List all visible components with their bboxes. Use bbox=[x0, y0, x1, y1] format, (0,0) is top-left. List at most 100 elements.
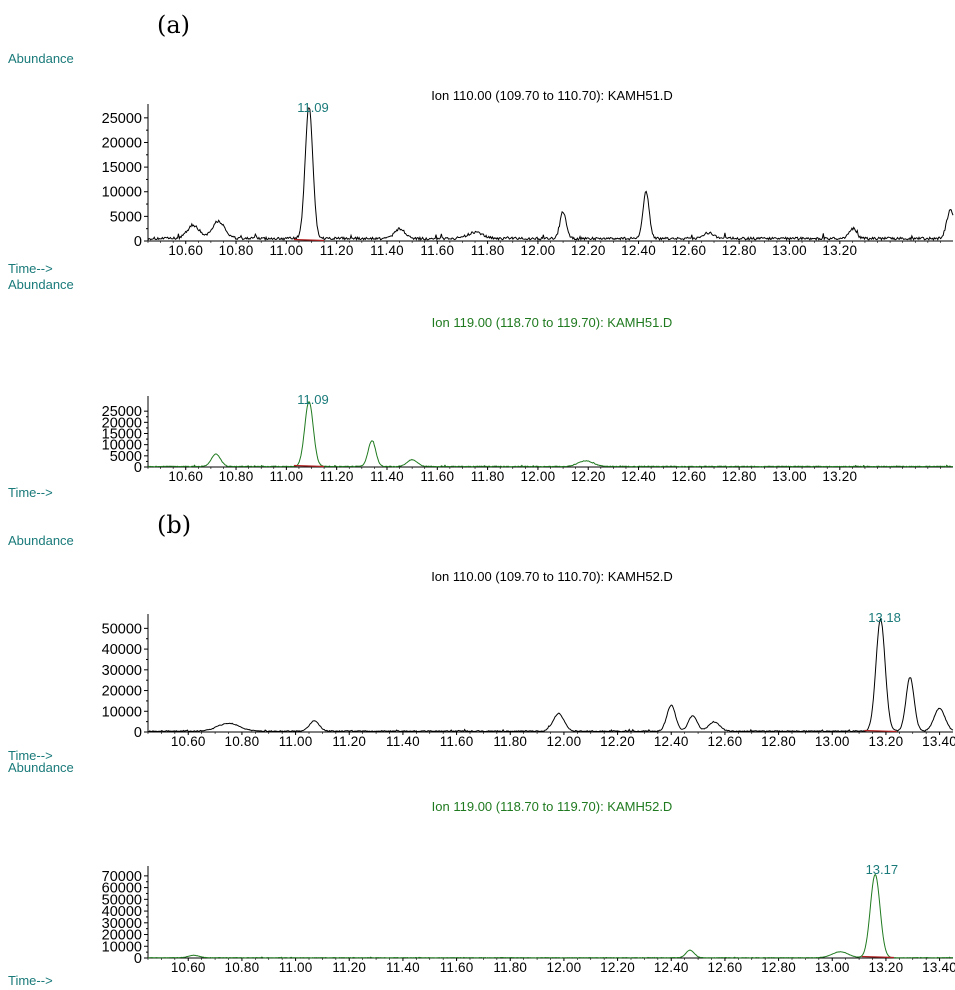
x-tick-label: 11.60 bbox=[420, 243, 454, 258]
x-tick-label: 12.80 bbox=[722, 469, 757, 484]
chart-title: Ion 119.00 (118.70 to 119.70): KAMH51.D bbox=[432, 315, 673, 330]
x-tick-label: 12.60 bbox=[708, 734, 743, 749]
x-tick-label: 12.20 bbox=[600, 734, 635, 749]
x-tick-label: 13.40 bbox=[922, 734, 955, 749]
x-tick-label: 12.00 bbox=[521, 243, 556, 258]
y-tick-label: 25000 bbox=[102, 404, 142, 420]
x-tick-label: 11.80 bbox=[493, 960, 527, 975]
x-tick-label: 10.60 bbox=[168, 243, 203, 258]
y-tick-label: 5000 bbox=[110, 449, 142, 465]
panel-label-a: (a) bbox=[157, 11, 190, 39]
y-tick-label: 25000 bbox=[102, 111, 142, 127]
x-tick-label: 12.60 bbox=[708, 960, 743, 975]
x-tick-label: 13.00 bbox=[815, 734, 850, 749]
series-trace bbox=[148, 617, 954, 733]
integration-baseline bbox=[293, 464, 325, 468]
x-tick-label: 11.80 bbox=[493, 734, 527, 749]
x-tick-label: 12.00 bbox=[547, 960, 582, 975]
peak-label: 13.17 bbox=[866, 862, 899, 877]
y-tick-label: 20000 bbox=[102, 415, 142, 431]
x-tick-label: 12.20 bbox=[571, 469, 606, 484]
x-tick-label: 12.00 bbox=[547, 734, 582, 749]
peak-label: 11.09 bbox=[297, 100, 329, 115]
x-tick-label: 11.00 bbox=[279, 734, 313, 749]
y-axis-label: Abundance bbox=[8, 533, 74, 548]
x-tick-label: 13.20 bbox=[869, 960, 904, 975]
x-tick-label: 11.60 bbox=[440, 960, 474, 975]
integration-baseline bbox=[864, 729, 897, 733]
y-tick-label: 5000 bbox=[110, 209, 142, 225]
x-tick-label: 12.00 bbox=[521, 469, 556, 484]
x-tick-label: 12.60 bbox=[671, 243, 706, 258]
y-tick-label: 0 bbox=[134, 234, 142, 250]
y-axis-label: Abundance bbox=[8, 277, 74, 292]
x-axis-label: Time--> bbox=[8, 748, 53, 763]
y-tick-label: 15000 bbox=[102, 427, 142, 443]
x-axis-label: Time--> bbox=[8, 261, 53, 276]
series-trace bbox=[147, 400, 954, 468]
x-tick-label: 11.80 bbox=[471, 469, 505, 484]
y-tick-label: 40000 bbox=[102, 904, 142, 920]
x-tick-label: 13.20 bbox=[822, 469, 857, 484]
peak-label: 11.09 bbox=[297, 392, 329, 407]
y-tick-label: 20000 bbox=[102, 928, 142, 944]
x-tick-label: 11.40 bbox=[370, 243, 404, 258]
x-tick-label: 10.80 bbox=[225, 734, 260, 749]
y-tick-label: 10000 bbox=[102, 438, 142, 454]
y-tick-label: 30000 bbox=[102, 916, 142, 932]
x-tick-label: 10.80 bbox=[219, 243, 254, 258]
x-tick-label: 11.20 bbox=[320, 469, 354, 484]
x-tick-label: 11.20 bbox=[320, 243, 354, 258]
x-tick-label: 13.00 bbox=[772, 243, 807, 258]
chart-ion119-kamh52: Abundance Ion 119.00 (118.70 to 119.70):… bbox=[8, 760, 955, 988]
chart-ion119-kamh51: Abundance Ion 119.00 (118.70 to 119.70):… bbox=[8, 277, 954, 500]
x-tick-label: 10.80 bbox=[225, 960, 260, 975]
y-tick-label: 10000 bbox=[102, 939, 142, 955]
x-tick-label: 12.20 bbox=[571, 243, 606, 258]
y-tick-label: 10000 bbox=[102, 185, 142, 201]
x-tick-label: 12.40 bbox=[654, 960, 689, 975]
panel-label-b: (b) bbox=[157, 511, 191, 539]
chart-title: Ion 119.00 (118.70 to 119.70): KAMH52.D bbox=[432, 799, 673, 814]
x-tick-label: 10.60 bbox=[168, 469, 203, 484]
x-tick-label: 12.80 bbox=[761, 734, 796, 749]
x-tick-label: 11.20 bbox=[332, 960, 366, 975]
y-tick-label: 40000 bbox=[102, 642, 142, 658]
chart-ion110-kamh51: Abundance Ion 110.00 (109.70 to 110.70):… bbox=[8, 51, 954, 276]
x-tick-label: 10.80 bbox=[219, 469, 254, 484]
chart-ion110-kamh52: Abundance Ion 110.00 (109.70 to 110.70):… bbox=[8, 533, 955, 763]
x-tick-label: 13.20 bbox=[822, 243, 857, 258]
y-tick-label: 0 bbox=[134, 460, 142, 476]
x-tick-label: 12.40 bbox=[621, 243, 656, 258]
x-tick-label: 11.60 bbox=[440, 734, 474, 749]
x-tick-label: 13.00 bbox=[815, 960, 850, 975]
peak-label: 13.18 bbox=[868, 610, 901, 625]
x-tick-label: 11.40 bbox=[370, 469, 404, 484]
y-tick-label: 0 bbox=[134, 725, 142, 741]
y-axis-label: Abundance bbox=[8, 760, 74, 775]
integration-baseline bbox=[293, 238, 325, 242]
y-tick-label: 10000 bbox=[102, 704, 142, 720]
x-tick-label: 11.20 bbox=[332, 734, 366, 749]
y-tick-label: 20000 bbox=[102, 135, 142, 151]
x-tick-label: 12.20 bbox=[600, 960, 635, 975]
x-tick-label: 13.20 bbox=[869, 734, 904, 749]
x-tick-label: 11.40 bbox=[386, 734, 420, 749]
integration-baseline bbox=[861, 955, 894, 959]
x-tick-label: 12.80 bbox=[722, 243, 757, 258]
x-tick-label: 10.60 bbox=[171, 734, 206, 749]
y-axis-label: Abundance bbox=[8, 51, 74, 66]
x-tick-label: 11.60 bbox=[420, 469, 454, 484]
x-tick-label: 13.00 bbox=[772, 469, 807, 484]
y-tick-label: 0 bbox=[134, 951, 142, 967]
x-tick-label: 12.40 bbox=[621, 469, 656, 484]
x-axis-label: Time--> bbox=[8, 485, 53, 500]
x-tick-label: 11.00 bbox=[269, 469, 303, 484]
x-tick-label: 12.60 bbox=[671, 469, 706, 484]
y-tick-label: 50000 bbox=[102, 892, 142, 908]
series-trace bbox=[147, 107, 954, 242]
chart-title: Ion 110.00 (109.70 to 110.70): KAMH51.D bbox=[431, 88, 673, 103]
x-tick-label: 11.00 bbox=[269, 243, 303, 258]
y-tick-label: 15000 bbox=[102, 160, 142, 176]
